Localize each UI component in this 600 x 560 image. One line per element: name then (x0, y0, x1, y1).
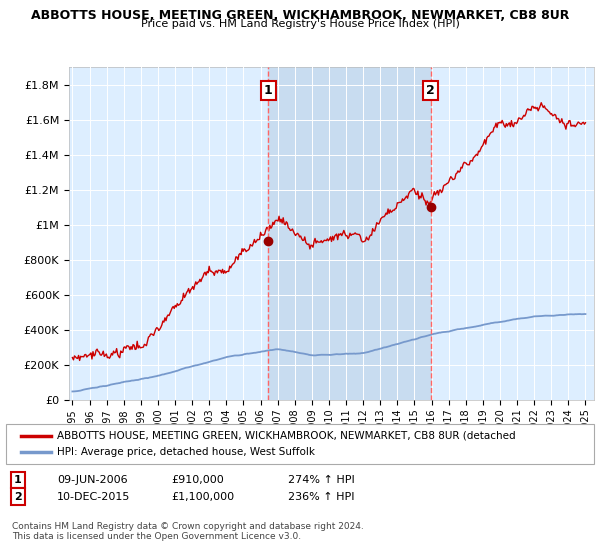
Text: 09-JUN-2006: 09-JUN-2006 (57, 475, 128, 485)
Text: ABBOTTS HOUSE, MEETING GREEN, WICKHAMBROOK, NEWMARKET, CB8 8UR (detached: ABBOTTS HOUSE, MEETING GREEN, WICKHAMBRO… (57, 431, 515, 441)
Bar (268, 67, 431, 400)
Text: 2: 2 (14, 492, 22, 502)
Text: 1: 1 (14, 475, 22, 485)
Text: £910,000: £910,000 (171, 475, 224, 485)
Text: HPI: Average price, detached house, West Suffolk: HPI: Average price, detached house, West… (57, 447, 315, 458)
Text: Contains HM Land Registry data © Crown copyright and database right 2024.
This d: Contains HM Land Registry data © Crown c… (12, 522, 364, 542)
Text: £1,100,000: £1,100,000 (171, 492, 234, 502)
Text: 2: 2 (426, 84, 435, 97)
Text: 1: 1 (263, 84, 272, 97)
Text: ABBOTTS HOUSE, MEETING GREEN, WICKHAMBROOK, NEWMARKET, CB8 8UR: ABBOTTS HOUSE, MEETING GREEN, WICKHAMBRO… (31, 9, 569, 22)
Text: 236% ↑ HPI: 236% ↑ HPI (288, 492, 355, 502)
Text: Price paid vs. HM Land Registry's House Price Index (HPI): Price paid vs. HM Land Registry's House … (140, 19, 460, 29)
Text: 274% ↑ HPI: 274% ↑ HPI (288, 475, 355, 485)
Text: 10-DEC-2015: 10-DEC-2015 (57, 492, 130, 502)
